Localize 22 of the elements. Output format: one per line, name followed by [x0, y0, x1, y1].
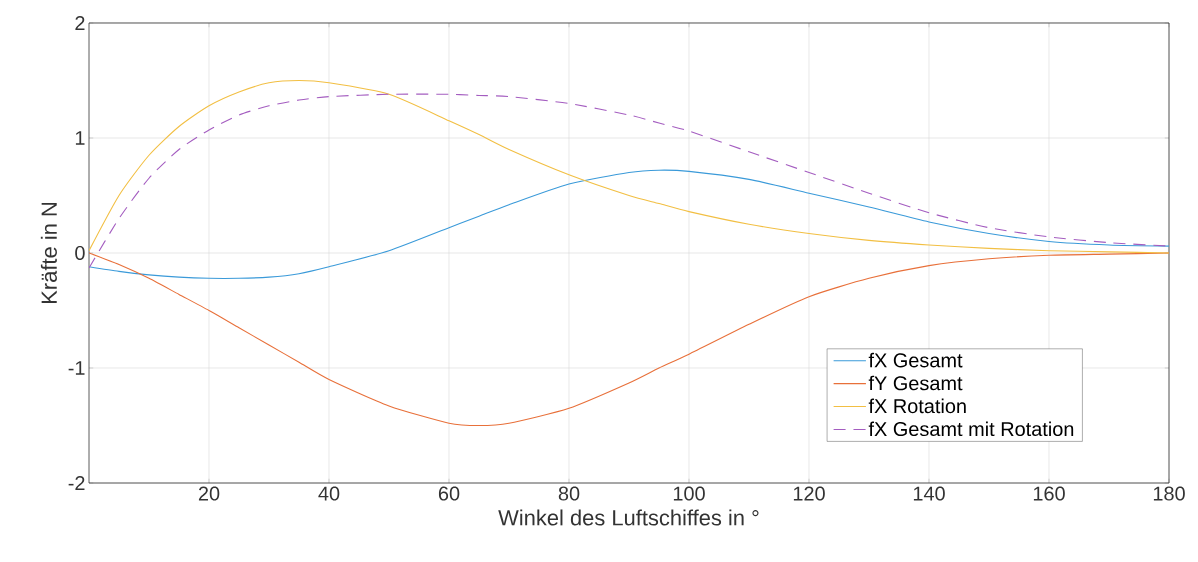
legend-label: fX Gesamt mit Rotation: [868, 421, 1074, 437]
x-tick-label: 80: [558, 486, 580, 501]
line-series: [89, 169, 1170, 279]
legend-label: fX Gesamt: [868, 352, 963, 368]
y-axis-title: Kräfte in N: [40, 203, 57, 303]
y-tick-label: 2: [75, 16, 85, 30]
x-tick-label: 140: [913, 486, 945, 501]
legend-label: fX Rotation: [868, 398, 966, 414]
y-tick-label: 0: [75, 245, 85, 261]
x-tick-label: 180: [1153, 486, 1185, 501]
y-tick-label: -2: [68, 476, 85, 490]
x-axis-title: Winkel des Luftschiffes in °: [498, 509, 759, 526]
y-tick-label: -1: [68, 361, 85, 375]
x-tick-label: 60: [438, 486, 460, 501]
x-tick-label: 100: [673, 486, 705, 501]
x-tick-label: 120: [793, 486, 825, 501]
legend-label: fY Gesamt: [868, 375, 963, 391]
line-series: [89, 79, 1170, 254]
y-tick-label: 1: [75, 131, 85, 145]
x-tick-label: 160: [1033, 486, 1065, 501]
x-tick-label: 40: [318, 486, 340, 501]
x-tick-label: 20: [198, 486, 220, 501]
